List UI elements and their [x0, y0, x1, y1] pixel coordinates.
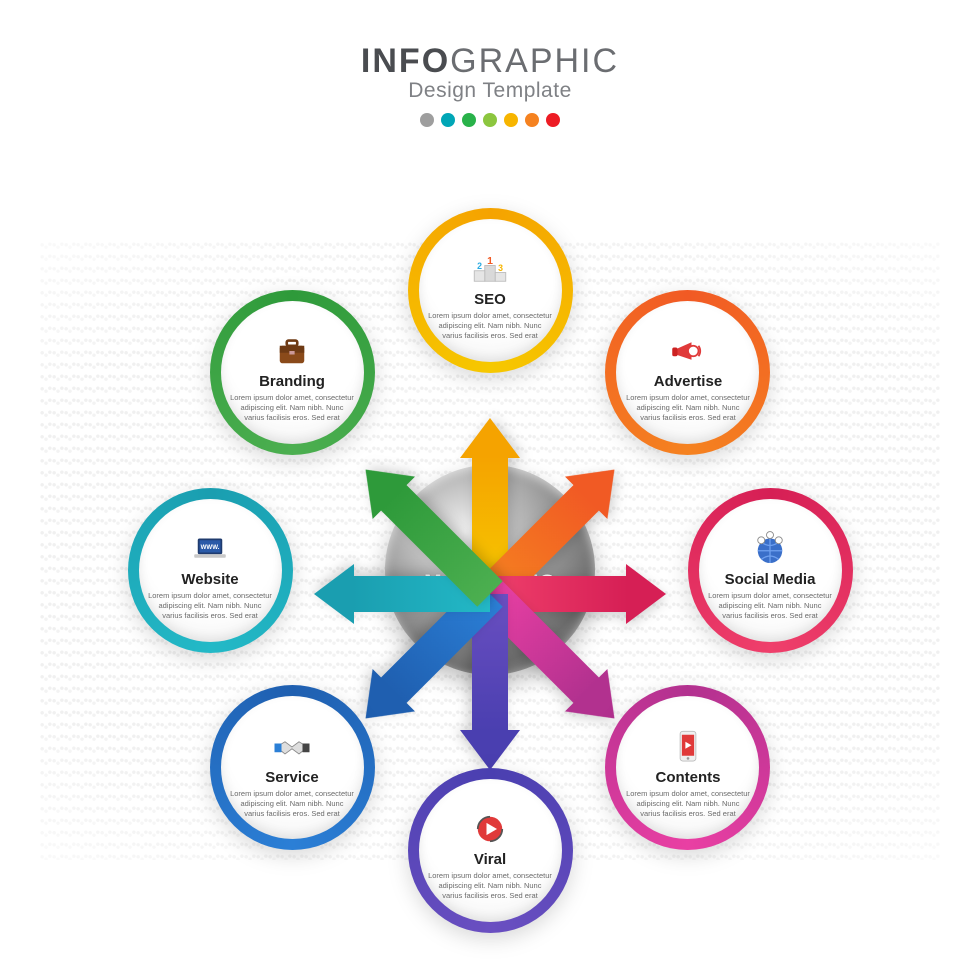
svg-text:3: 3: [498, 263, 503, 273]
node-service: Service Lorem ipsum dolor amet, consectet…: [210, 685, 375, 850]
color-dot: [420, 113, 434, 127]
node-desc: Lorem ipsum dolor amet, consectetur adip…: [422, 871, 559, 901]
node-viral: Viral Lorem ipsum dolor amet, consectetur…: [408, 768, 573, 933]
svg-text:1: 1: [487, 255, 493, 267]
laptop-www-icon: WWW.: [142, 531, 279, 567]
phone-play-icon: [619, 729, 756, 765]
color-dot: [525, 113, 539, 127]
node-title: Viral: [422, 851, 559, 868]
node-seo: 12 3 SEO Lorem ipsum dolor amet, consectetu…: [408, 208, 573, 373]
node-title: Service: [224, 769, 361, 786]
node-content: Contents Lorem ipsum dolor amet, consecte…: [605, 717, 770, 819]
svg-text:2: 2: [477, 261, 482, 271]
title-light: GRAPHIC: [450, 42, 619, 80]
node-title: Advertise: [619, 373, 756, 390]
briefcase-icon: [224, 333, 361, 369]
node-content: Advertise Lorem ipsum dolor amet, consect…: [605, 321, 770, 423]
node-title: Branding: [224, 373, 361, 390]
node-desc: Lorem ipsum dolor amet, consectetur adip…: [619, 789, 756, 819]
node-content: Viral Lorem ipsum dolor amet, consectetur…: [408, 799, 573, 901]
node-desc: Lorem ipsum dolor amet, consectetur adip…: [619, 393, 756, 423]
node-contents: Contents Lorem ipsum dolor amet, consecte…: [605, 685, 770, 850]
color-dot: [441, 113, 455, 127]
color-dot: [546, 113, 560, 127]
node-desc: Lorem ipsum dolor amet, consectetur adip…: [422, 311, 559, 341]
color-dot: [504, 113, 518, 127]
color-dot: [483, 113, 497, 127]
node-title: SEO: [422, 291, 559, 308]
node-content: Social Media Lorem ipsum dolor amet, cons…: [688, 519, 853, 621]
node-content: Branding Lorem ipsum dolor amet, consecte…: [210, 321, 375, 423]
play-cycle-icon: [422, 811, 559, 847]
subtitle: Design Template: [0, 79, 980, 103]
node-title: Social Media: [702, 571, 839, 588]
svg-text:WWW.: WWW.: [201, 544, 220, 551]
node-branding: Branding Lorem ipsum dolor amet, consecte…: [210, 290, 375, 455]
title: INFOGRAPHIC: [0, 42, 980, 81]
node-desc: Lorem ipsum dolor amet, consectetur adip…: [224, 789, 361, 819]
handshake-icon: [224, 729, 361, 765]
node-desc: Lorem ipsum dolor amet, consectetur adip…: [702, 591, 839, 621]
node-desc: Lorem ipsum dolor amet, consectetur adip…: [142, 591, 279, 621]
color-dot: [462, 113, 476, 127]
node-title: Contents: [619, 769, 756, 786]
header: INFOGRAPHIC Design Template: [0, 42, 980, 127]
node-desc: Lorem ipsum dolor amet, consectetur adip…: [224, 393, 361, 423]
title-bold: INFO: [361, 42, 450, 80]
color-dots: [0, 113, 980, 127]
node-content: Service Lorem ipsum dolor amet, consectet…: [210, 717, 375, 819]
globe-net-icon: [702, 531, 839, 567]
node-title: Website: [142, 571, 279, 588]
node-website: WWW. Website Lorem ipsum dolor amet, conse…: [128, 488, 293, 653]
node-social-media: Social Media Lorem ipsum dolor amet, cons…: [688, 488, 853, 653]
podium-icon: 12 3: [422, 251, 559, 287]
node-content: 12 3 SEO Lorem ipsum dolor amet, consectetu…: [408, 239, 573, 341]
infographic-stage: DIGITALMARKETING 123SEOLorem ipsum dolor…: [0, 150, 980, 980]
megaphone-icon: [619, 333, 756, 369]
node-content: WWW. Website Lorem ipsum dolor amet, conse…: [128, 519, 293, 621]
node-advertise: Advertise Lorem ipsum dolor amet, consect…: [605, 290, 770, 455]
